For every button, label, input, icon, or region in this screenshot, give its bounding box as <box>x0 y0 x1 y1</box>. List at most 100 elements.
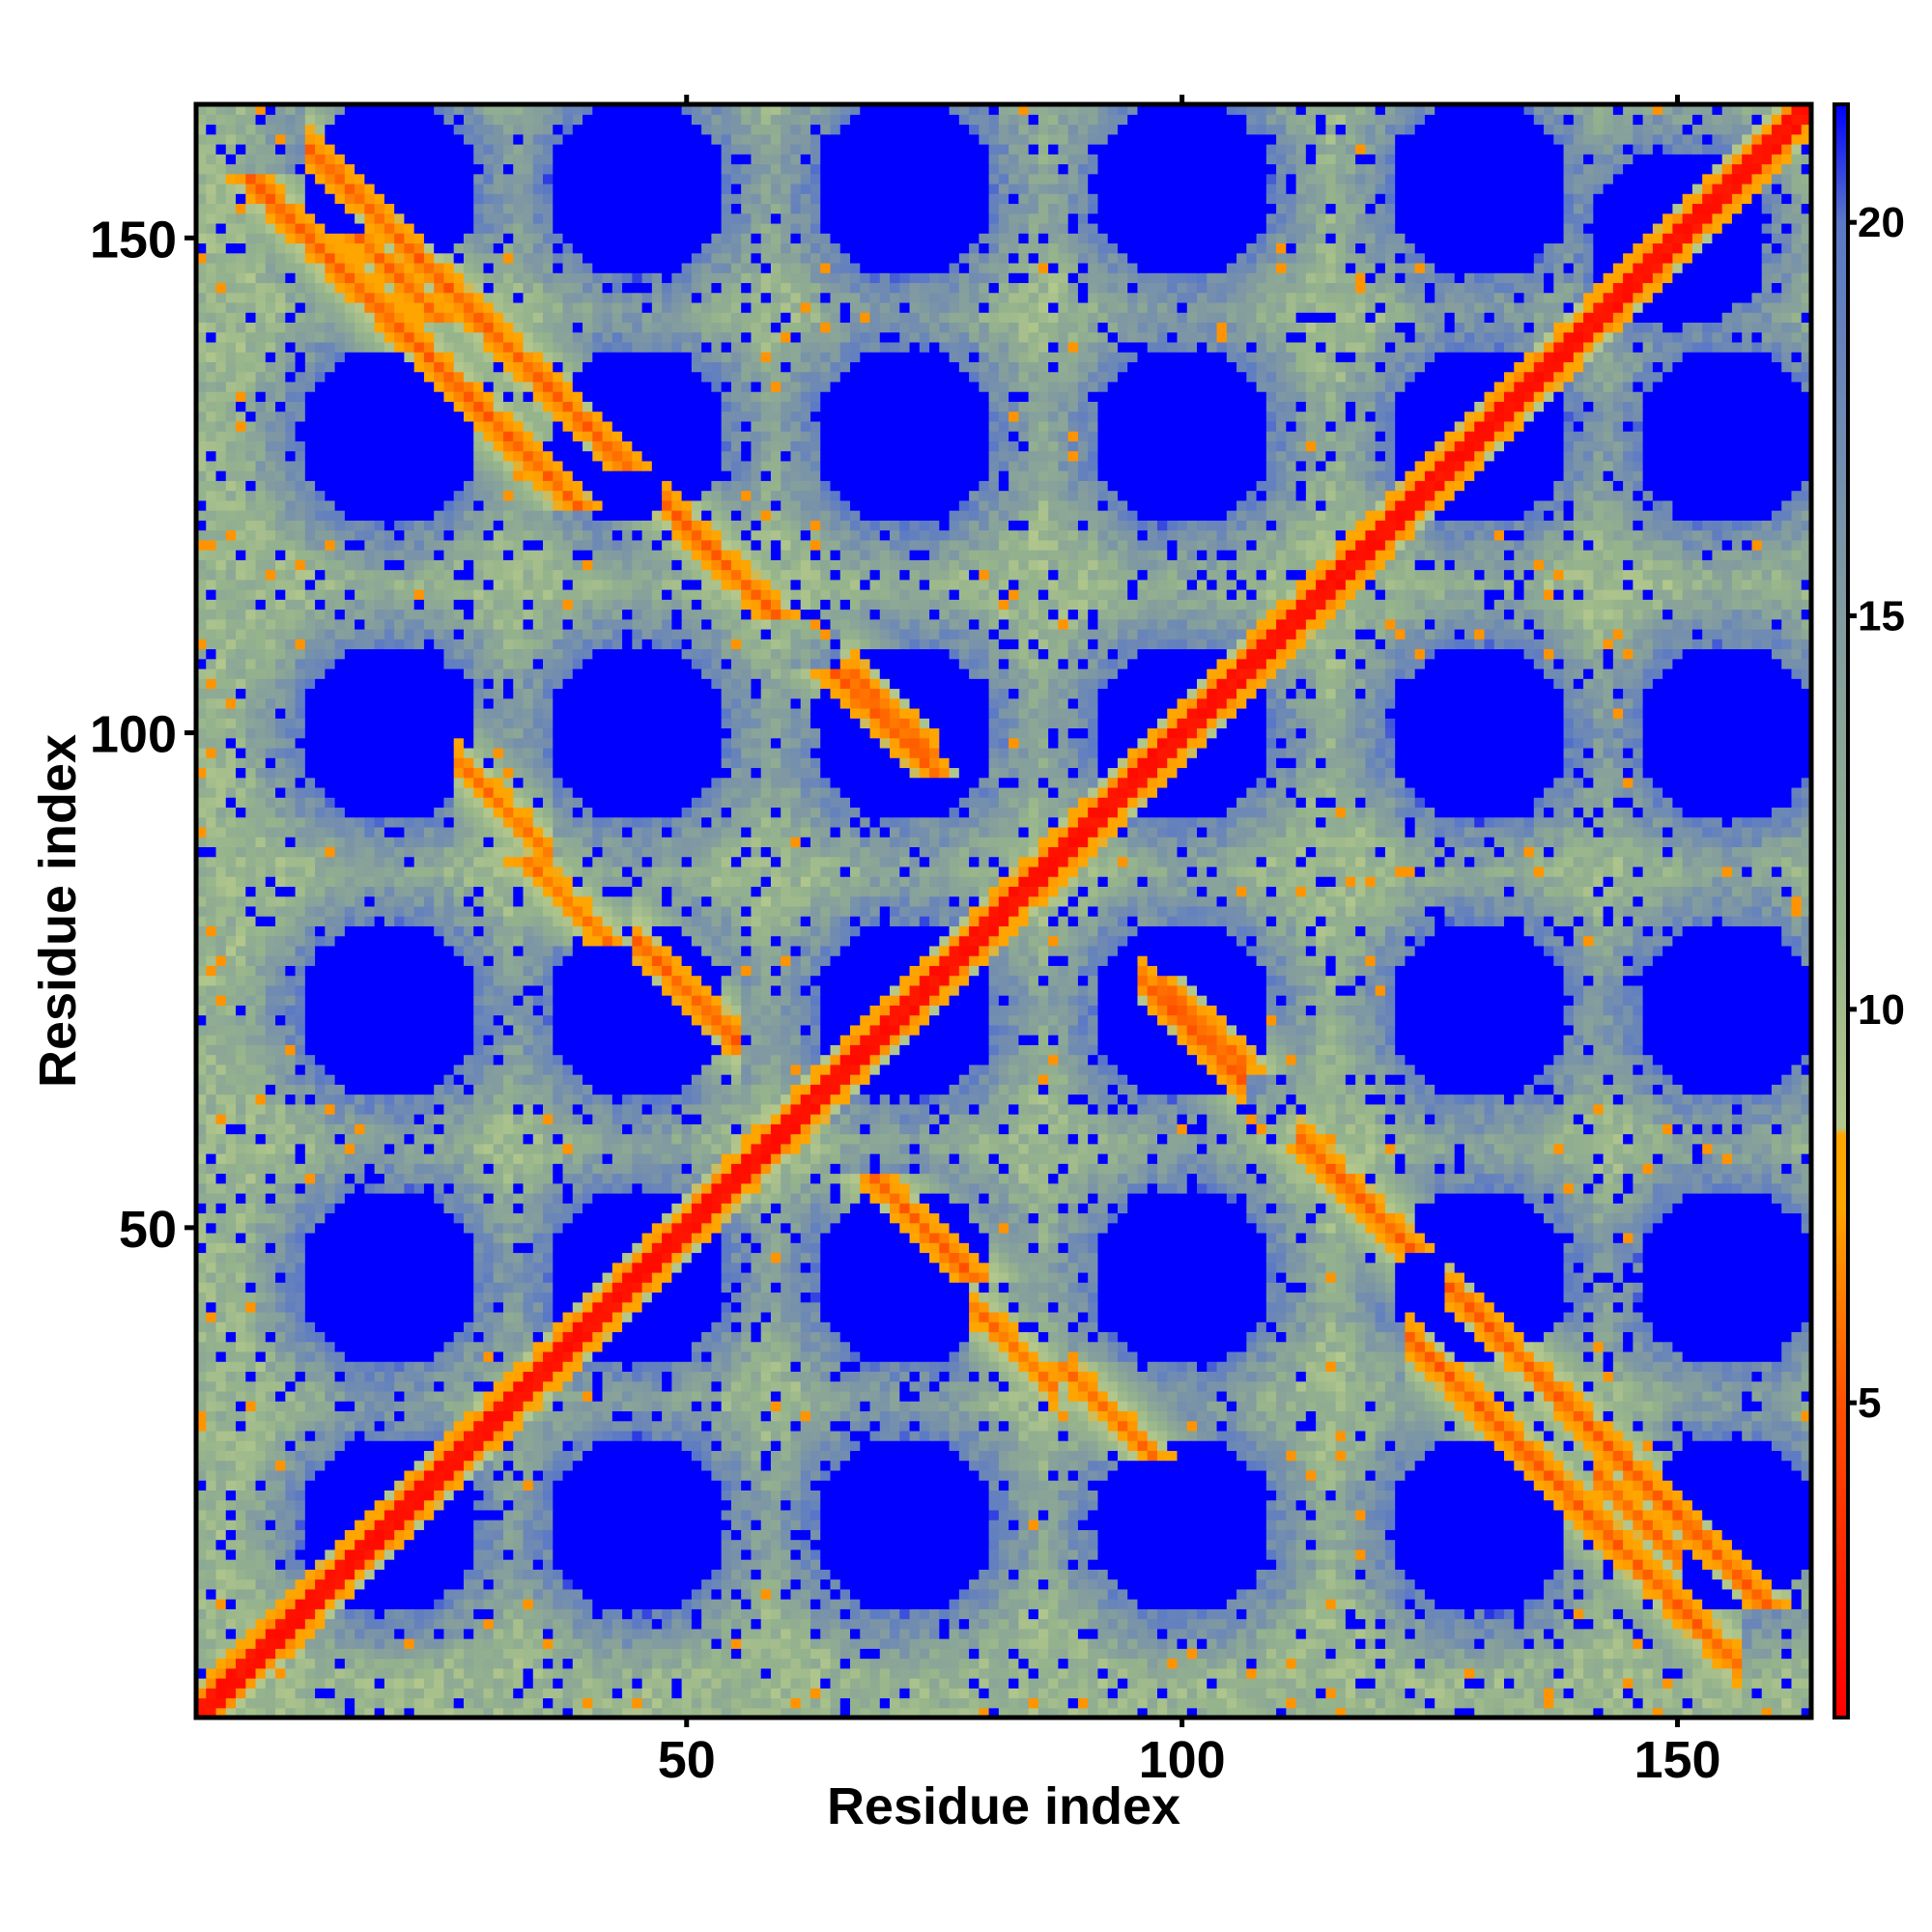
heatmap-cell <box>741 1648 753 1660</box>
heatmap-cell <box>1435 1520 1446 1530</box>
heatmap-cell <box>1484 1450 1495 1462</box>
heatmap-cell <box>1691 1599 1703 1609</box>
heatmap-cell <box>295 1697 306 1709</box>
heatmap-cell <box>741 1430 753 1441</box>
heatmap-cell <box>1504 1430 1515 1441</box>
heatmap-cell <box>1672 1638 1684 1649</box>
heatmap-cell <box>1702 1460 1714 1471</box>
heatmap-cell <box>1533 1688 1545 1699</box>
heatmap-cell <box>1593 1469 1605 1481</box>
heatmap-cell <box>1375 1499 1386 1511</box>
heatmap-cell <box>304 1450 316 1462</box>
heatmap-cell <box>1742 1697 1753 1709</box>
heatmap-cell <box>1097 1450 1109 1462</box>
heatmap-cell <box>711 1450 723 1462</box>
heatmap-cell <box>1018 1667 1030 1679</box>
heatmap-cell <box>1612 1588 1624 1600</box>
heatmap-cell <box>1612 1490 1624 1501</box>
heatmap-cell <box>1395 1499 1406 1511</box>
heatmap-cell <box>225 1688 237 1699</box>
heatmap-cell <box>790 1569 802 1580</box>
heatmap-cell <box>1295 1697 1307 1709</box>
heatmap-cell <box>909 1658 921 1669</box>
heatmap-cell <box>1088 1667 1099 1679</box>
heatmap-cell <box>1544 1430 1554 1441</box>
heatmap-cell <box>969 1520 980 1530</box>
heatmap-cell <box>453 1559 465 1570</box>
heatmap-cell <box>1405 1578 1416 1590</box>
heatmap-cell <box>453 1599 465 1609</box>
heatmap-cell <box>1682 1688 1693 1699</box>
heatmap-cell <box>958 1539 970 1550</box>
heatmap-cell <box>751 1520 762 1530</box>
heatmap-cell <box>1018 1608 1030 1620</box>
heatmap-cell <box>1791 1529 1803 1541</box>
heatmap-cell <box>1691 1469 1703 1481</box>
heatmap-cell <box>800 1599 811 1609</box>
heatmap-cell <box>1583 1469 1594 1481</box>
heatmap-cell <box>1702 1490 1714 1501</box>
heatmap-cell <box>1167 1559 1179 1570</box>
heatmap-cell <box>1395 1559 1406 1570</box>
heatmap-cell <box>711 1529 723 1541</box>
heatmap-cell <box>483 1499 495 1511</box>
heatmap-cell <box>1672 1588 1684 1600</box>
heatmap-cell <box>1544 1440 1554 1451</box>
heatmap-cell <box>958 1469 970 1481</box>
heatmap-cell <box>483 1688 495 1699</box>
heatmap-cell <box>304 1578 316 1590</box>
heatmap-cell <box>1137 1420 1149 1432</box>
heatmap-cell <box>1028 1430 1039 1441</box>
heatmap-cell <box>295 1707 306 1719</box>
heatmap-cell <box>1355 1648 1367 1660</box>
heatmap-cell <box>1186 1430 1198 1441</box>
heatmap-cell <box>879 1667 891 1679</box>
heatmap-cell <box>206 1520 217 1530</box>
heatmap-cell <box>1286 1499 1297 1511</box>
heatmap-cell <box>939 1559 951 1570</box>
heatmap-cell <box>1216 1608 1228 1620</box>
heatmap-cell <box>463 1548 474 1560</box>
heatmap-cell <box>1504 1688 1515 1699</box>
heatmap-cell <box>502 1688 514 1699</box>
heatmap-cell <box>998 1430 1009 1441</box>
heatmap-cell <box>909 1480 921 1491</box>
heatmap-cell <box>681 1520 693 1530</box>
heatmap-cell <box>1365 1707 1377 1719</box>
heatmap-cell <box>1405 1648 1416 1660</box>
heatmap-cell <box>1037 1569 1049 1580</box>
heatmap-cell <box>206 1658 217 1669</box>
heatmap-cell <box>1207 1599 1218 1609</box>
heatmap-cell <box>1147 1618 1158 1630</box>
heatmap-cell <box>1573 1450 1584 1462</box>
heatmap-cell <box>1137 1460 1149 1471</box>
heatmap-cell <box>1256 1450 1267 1462</box>
heatmap-cell <box>453 1529 465 1541</box>
heatmap-cell <box>1484 1658 1495 1669</box>
heatmap-cell <box>701 1578 712 1590</box>
heatmap-cell <box>1731 1440 1743 1451</box>
heatmap-cell <box>1018 1588 1030 1600</box>
heatmap-cell <box>899 1559 911 1570</box>
heatmap-cell <box>1197 1658 1208 1669</box>
heatmap-cell <box>899 1548 911 1560</box>
heatmap-cell <box>473 1667 485 1679</box>
heatmap-cell <box>315 1608 326 1620</box>
heatmap-cell <box>1167 1460 1179 1471</box>
heatmap-cell <box>1265 1539 1277 1550</box>
heatmap-cell <box>384 1578 395 1590</box>
heatmap-cell <box>770 1460 781 1471</box>
heatmap-cell <box>929 1648 940 1660</box>
heatmap-cell <box>374 1499 385 1511</box>
heatmap-cell <box>1305 1490 1317 1501</box>
heatmap-cell <box>1435 1608 1446 1620</box>
heatmap-cell <box>1037 1599 1049 1609</box>
heatmap-cell <box>434 1707 445 1719</box>
heatmap-cell <box>1028 1569 1039 1580</box>
heatmap-cell <box>770 1648 781 1660</box>
heatmap-cell <box>879 1638 891 1649</box>
heatmap-cell <box>1207 1569 1218 1580</box>
heatmap-cell <box>770 1697 781 1709</box>
heatmap-cell <box>830 1499 841 1511</box>
heatmap-cell <box>988 1420 1000 1432</box>
